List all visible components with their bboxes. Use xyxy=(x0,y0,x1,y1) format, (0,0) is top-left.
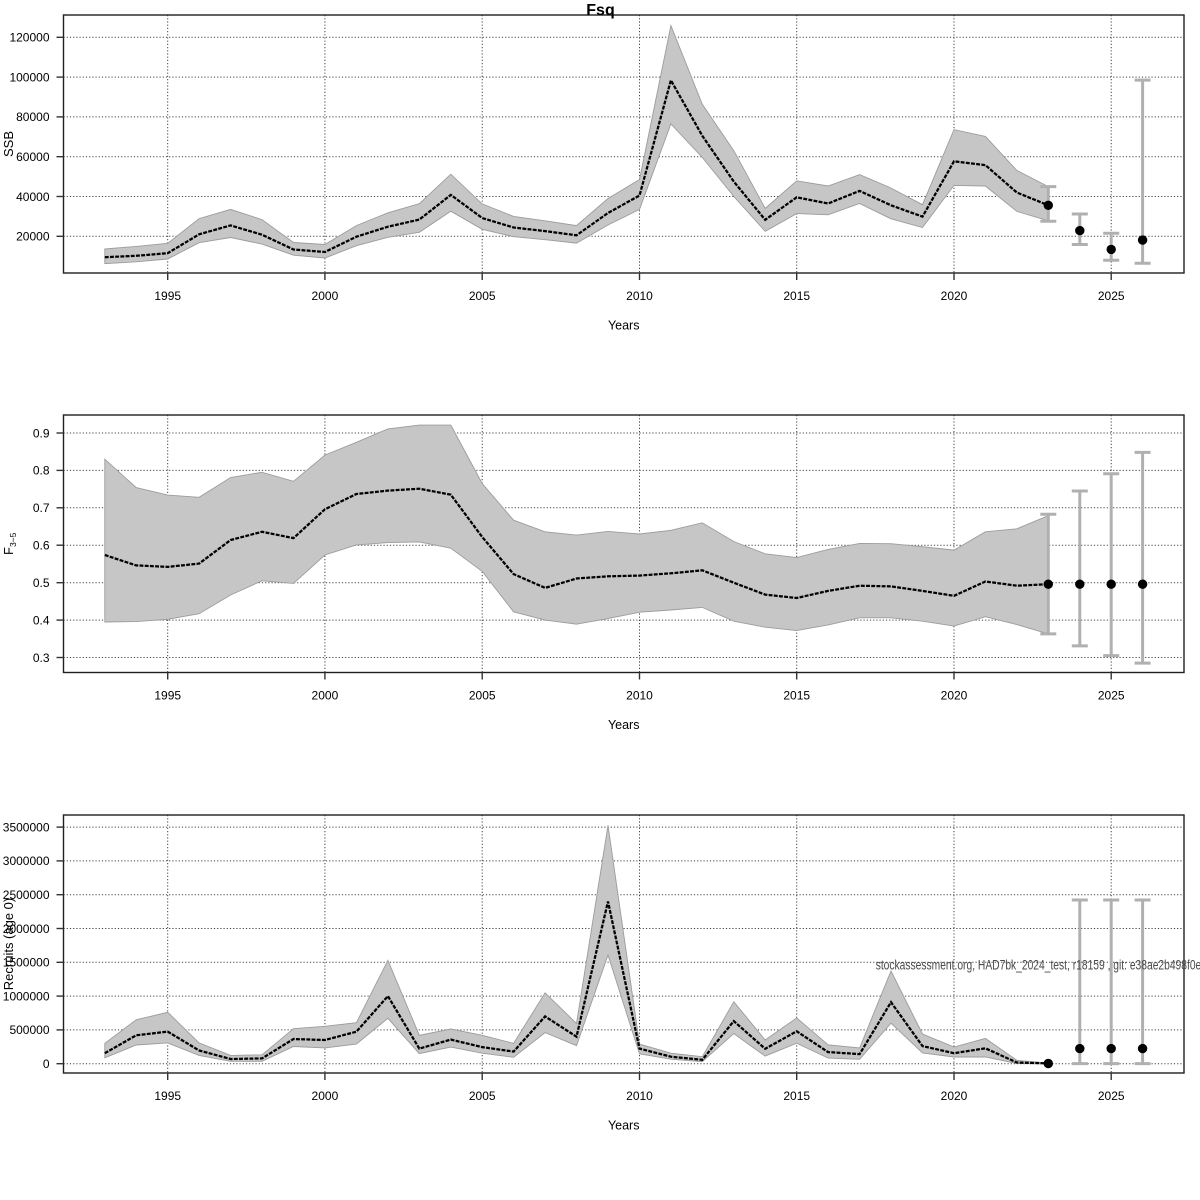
svg-text:2025: 2025 xyxy=(1098,1089,1125,1103)
svg-text:500000: 500000 xyxy=(9,1023,49,1037)
svg-text:2000000: 2000000 xyxy=(3,922,50,936)
svg-text:Years: Years xyxy=(608,319,640,333)
svg-text:20000: 20000 xyxy=(16,230,50,244)
svg-text:2025: 2025 xyxy=(1098,289,1125,303)
svg-text:0.3: 0.3 xyxy=(33,651,50,665)
svg-text:0.7: 0.7 xyxy=(33,501,50,515)
svg-text:2015: 2015 xyxy=(783,689,810,703)
svg-text:2010: 2010 xyxy=(626,1089,653,1103)
svg-text:2020: 2020 xyxy=(941,1089,968,1103)
svg-text:2020: 2020 xyxy=(941,689,968,703)
svg-text:3500000: 3500000 xyxy=(3,820,50,834)
svg-text:0.6: 0.6 xyxy=(33,539,50,553)
svg-text:2000: 2000 xyxy=(312,289,339,303)
svg-text:stockassessment.org, HAD7bk_20: stockassessment.org, HAD7bk_2024_test, r… xyxy=(876,958,1200,973)
svg-text:40000: 40000 xyxy=(16,190,50,204)
svg-text:1000000: 1000000 xyxy=(3,989,50,1003)
svg-text:2000: 2000 xyxy=(312,1089,339,1103)
svg-text:Recruits (age 0): Recruits (age 0) xyxy=(1,898,16,990)
svg-text:1995: 1995 xyxy=(154,689,181,703)
svg-text:Years: Years xyxy=(608,718,640,732)
svg-text:0.8: 0.8 xyxy=(33,464,50,478)
svg-text:2015: 2015 xyxy=(783,289,810,303)
svg-text:3000000: 3000000 xyxy=(3,854,50,868)
svg-text:80000: 80000 xyxy=(16,110,50,124)
svg-text:2005: 2005 xyxy=(469,1089,496,1103)
svg-text:0.4: 0.4 xyxy=(33,613,50,627)
svg-text:2010: 2010 xyxy=(626,689,653,703)
svg-text:0: 0 xyxy=(43,1057,50,1071)
svg-text:2005: 2005 xyxy=(469,289,496,303)
svg-text:120000: 120000 xyxy=(9,31,49,45)
svg-text:0.5: 0.5 xyxy=(33,576,50,590)
svg-text:2025: 2025 xyxy=(1098,689,1125,703)
svg-text:2015: 2015 xyxy=(783,1089,810,1103)
svg-text:2000: 2000 xyxy=(312,689,339,703)
svg-text:2010: 2010 xyxy=(626,289,653,303)
svg-text:2005: 2005 xyxy=(469,689,496,703)
svg-text:0.9: 0.9 xyxy=(33,426,50,440)
svg-text:100000: 100000 xyxy=(9,70,49,84)
svg-text:60000: 60000 xyxy=(16,150,50,164)
svg-text:2020: 2020 xyxy=(941,289,968,303)
svg-text:Years: Years xyxy=(608,1119,640,1133)
svg-text:Fsq: Fsq xyxy=(586,2,614,19)
svg-text:2500000: 2500000 xyxy=(3,888,50,902)
svg-text:1500000: 1500000 xyxy=(3,956,50,970)
svg-text:1995: 1995 xyxy=(154,289,181,303)
svg-text:SSB: SSB xyxy=(1,131,16,157)
svg-text:1995: 1995 xyxy=(154,1089,181,1103)
